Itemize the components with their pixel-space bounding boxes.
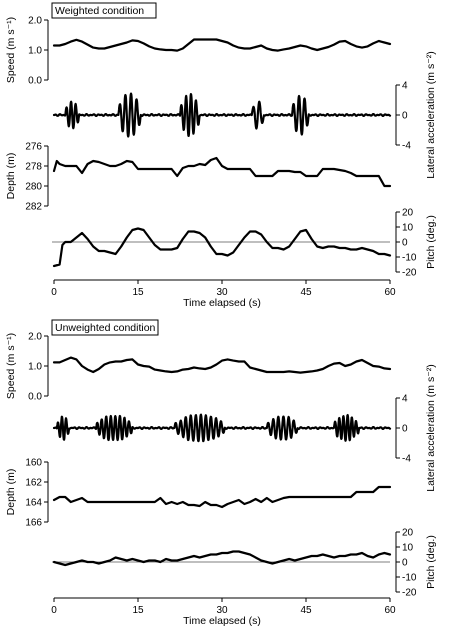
panel-lateral_acceleration: 4 0 -4 Lateral acceleration (m s⁻²) <box>52 51 437 179</box>
panel-depth: 276 278 280 282 Depth (m) <box>5 142 392 213</box>
depth-y-tick-label: 160 <box>25 458 42 469</box>
depth-y-tick-label: 278 <box>25 162 42 173</box>
unweighted-condition-block: Unweighted condition 0.0 1.0 2.0 Speed (m s⁻… <box>5 319 437 627</box>
depth-y-tick-label: 280 <box>25 182 42 193</box>
x-tick-label: 15 <box>132 605 144 616</box>
x-tick-label: 30 <box>216 287 228 298</box>
depth-y-axis-label: Depth (m) <box>5 469 17 516</box>
x-axis: 0 15 30 45 60 Time elapsed (s) <box>51 597 396 627</box>
pitch-y-tick-label: -10 <box>402 253 417 264</box>
lateral_acceleration-y-tick-label: -4 <box>402 454 411 465</box>
lateral_acceleration-y-axis-label: Lateral acceleration (m s⁻²) <box>425 364 437 492</box>
depth-y-axis-label: Depth (m) <box>5 153 17 200</box>
condition-label: Weighted condition <box>55 5 144 17</box>
speed-series-line <box>52 356 392 374</box>
x-tick-label: 45 <box>300 605 312 616</box>
pitch-y-axis-label: Pitch (deg.) <box>425 215 437 269</box>
pitch-y-tick-label: 0 <box>402 238 408 249</box>
pitch-y-axis-label: Pitch (deg.) <box>425 535 437 589</box>
weighted-condition-block: Weighted condition 0.0 1.0 2.0 Speed (m s⁻¹)… <box>5 2 437 309</box>
lateral_acceleration-y-axis-label: Lateral acceleration (m s⁻²) <box>425 51 437 179</box>
depth-series-line <box>52 485 392 509</box>
x-tick-label: 0 <box>51 287 57 298</box>
speed-y-axis-label: Speed (m s⁻¹) <box>5 333 17 399</box>
speed-series-line <box>52 38 392 52</box>
pitch-y-tick-label: -20 <box>402 588 417 599</box>
x-tick-label: 0 <box>51 605 57 616</box>
panel-lateral_acceleration: 4 0 -4 Lateral acceleration (m s⁻²) <box>52 364 437 492</box>
depth-y-tick-label: 164 <box>25 498 42 509</box>
pitch-series-line <box>52 550 392 567</box>
depth-series-line <box>52 156 392 188</box>
depth-y-tick-label: 282 <box>25 202 42 213</box>
panel-speed: 0.0 1.0 2.0 Speed (m s⁻¹) <box>5 332 392 403</box>
lateral_acceleration-y-tick-label: 4 <box>402 81 408 92</box>
x-tick-label: 60 <box>384 287 396 298</box>
pitch-y-tick-label: 20 <box>402 528 414 539</box>
pitch-series-line <box>52 227 392 268</box>
condition-label-box <box>51 319 159 336</box>
pitch-y-tick-label: 0 <box>402 558 408 569</box>
x-tick-label: 30 <box>216 605 228 616</box>
x-tick-label: 15 <box>132 287 144 298</box>
speed-y-tick-label: 0.0 <box>28 392 42 403</box>
speed-y-tick-label: 2.0 <box>28 332 42 343</box>
x-axis-label: Time elapsed (s) <box>183 297 261 309</box>
panel-pitch: 20 10 0 -10 -20 Pitch (deg.) <box>52 208 437 279</box>
pitch-y-tick-label: 10 <box>402 543 414 554</box>
speed-y-axis-label: Speed (m s⁻¹) <box>5 17 17 83</box>
depth-y-tick-label: 166 <box>25 518 42 529</box>
panel-speed: 0.0 1.0 2.0 Speed (m s⁻¹) <box>5 16 392 87</box>
depth-y-tick-label: 276 <box>25 142 42 153</box>
lateral_acceleration-y-tick-label: 0 <box>402 424 408 435</box>
lateral_acceleration-y-tick-label: 0 <box>402 111 408 122</box>
pitch-y-tick-label: -10 <box>402 573 417 584</box>
pitch-y-tick-label: -20 <box>402 268 417 279</box>
speed-y-tick-label: 1.0 <box>28 46 42 57</box>
x-tick-label: 60 <box>384 605 396 616</box>
x-tick-label: 45 <box>300 287 312 298</box>
condition-label-box <box>51 2 157 19</box>
speed-y-tick-label: 0.0 <box>28 76 42 87</box>
lateral_acceleration-y-tick-label: -4 <box>402 141 411 152</box>
lateral_acceleration-series-line <box>52 92 392 138</box>
pitch-y-tick-label: 10 <box>402 223 414 234</box>
lateral_acceleration-series-line <box>52 413 392 443</box>
pitch-y-tick-label: 20 <box>402 208 414 219</box>
panel-pitch: 20 10 0 -10 -20 Pitch (deg.) <box>52 528 437 599</box>
condition-label: Unweighted condition <box>55 322 156 334</box>
speed-y-tick-label: 1.0 <box>28 362 42 373</box>
x-axis-label: Time elapsed (s) <box>183 615 261 627</box>
speed-y-tick-label: 2.0 <box>28 16 42 27</box>
lateral_acceleration-y-tick-label: 4 <box>402 394 408 405</box>
panel-depth: 160 162 164 166 Depth (m) <box>5 458 392 529</box>
x-axis: 0 15 30 45 60 Time elapsed (s) <box>51 279 396 309</box>
depth-y-tick-label: 162 <box>25 478 42 489</box>
